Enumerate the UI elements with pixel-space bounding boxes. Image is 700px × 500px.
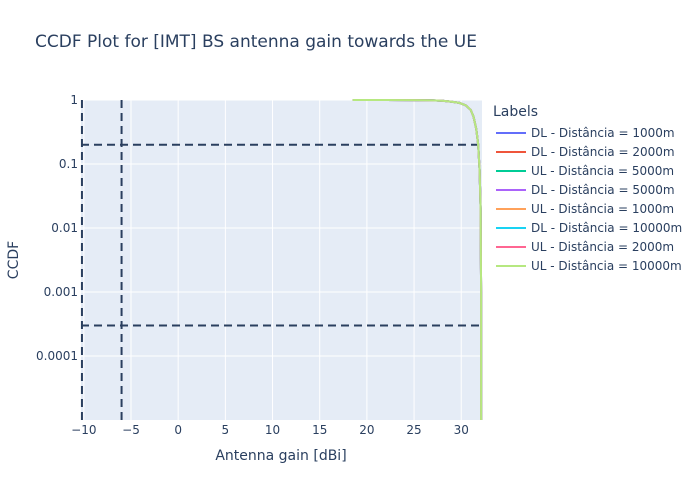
legend-swatch <box>496 131 526 134</box>
y-tick-label: 0.001 <box>44 285 78 299</box>
legend-label: DL - Distância = 5000m <box>531 182 675 197</box>
y-tick-label: 0.0001 <box>36 349 78 363</box>
legend-item[interactable]: UL - Distância = 1000m <box>493 199 682 218</box>
legend-label: UL - Distância = 5000m <box>531 163 675 178</box>
legend-label: UL - Distância = 10000m <box>531 258 682 273</box>
legend-swatch <box>496 264 526 267</box>
y-tick-labels: 1 0.1 0.01 0.001 0.0001 <box>36 93 78 363</box>
legend-item[interactable]: DL - Distância = 10000m <box>493 218 682 237</box>
reference-lines <box>80 100 482 420</box>
series-layer <box>352 99 483 420</box>
chart-title: CCDF Plot for [IMT] BS antenna gain towa… <box>35 32 477 52</box>
legend-swatch <box>496 207 526 210</box>
x-tick-label: 25 <box>406 423 421 437</box>
grid-layer <box>81 99 482 420</box>
legend-label: DL - Distância = 10000m <box>531 220 683 235</box>
legend-item[interactable]: UL - Distância = 10000m <box>493 256 682 275</box>
legend-title: Labels <box>493 104 539 120</box>
y-tick-label: 0.01 <box>51 221 78 235</box>
legend-item[interactable]: DL - Distância = 1000m <box>493 123 682 142</box>
x-tick-label: 30 <box>454 423 469 437</box>
legend: Labels DL - Distância = 1000m DL - Distân… <box>493 104 682 275</box>
x-tick-label: 15 <box>312 423 327 437</box>
legend-swatch <box>496 226 526 229</box>
x-tick-label: −10 <box>71 423 96 437</box>
x-tick-label: 20 <box>359 423 374 437</box>
legend-swatch <box>496 245 526 248</box>
legend-label: UL - Distância = 2000m <box>531 239 675 254</box>
y-tick-label: 0.1 <box>59 157 78 171</box>
plot-area <box>81 100 482 420</box>
legend-label: DL - Distância = 2000m <box>531 144 675 159</box>
legend-item[interactable]: UL - Distância = 2000m <box>493 237 682 256</box>
x-tick-label: 10 <box>265 423 280 437</box>
legend-swatch <box>496 188 526 191</box>
y-tick-label: 1 <box>70 93 78 107</box>
series-line <box>352 99 483 420</box>
legend-items: DL - Distância = 1000m DL - Distância = 2… <box>493 123 682 275</box>
x-tick-labels: −10 −5 0 5 10 15 20 25 30 <box>71 423 469 437</box>
y-axis-title: CCDF <box>6 241 22 279</box>
x-tick-label: 0 <box>174 423 182 437</box>
legend-item[interactable]: DL - Distância = 5000m <box>493 180 682 199</box>
legend-swatch <box>496 169 526 172</box>
legend-swatch <box>496 150 526 153</box>
x-tick-label: −5 <box>122 423 140 437</box>
legend-item[interactable]: DL - Distância = 2000m <box>493 142 682 161</box>
legend-label: UL - Distância = 1000m <box>531 201 675 216</box>
legend-item[interactable]: UL - Distância = 5000m <box>493 161 682 180</box>
legend-label: DL - Distância = 1000m <box>531 125 675 140</box>
x-tick-label: 5 <box>222 423 230 437</box>
x-axis-title: Antenna gain [dBi] <box>215 448 346 464</box>
